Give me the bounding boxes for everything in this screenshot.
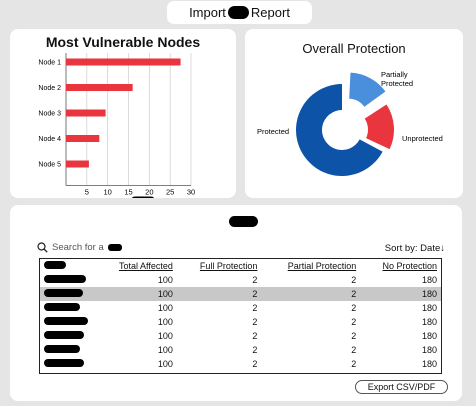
node-name-cell	[40, 315, 97, 329]
cell-partial: 2	[261, 287, 361, 301]
node-name-cell	[40, 357, 97, 371]
column-header-name[interactable]	[40, 259, 97, 273]
node-name-cell	[40, 287, 97, 301]
search-icon	[37, 242, 48, 253]
redacted-text	[44, 359, 84, 367]
y-tick-label: Node 2	[38, 85, 61, 92]
cell-partial: 2	[351, 331, 357, 341]
redacted-text	[44, 289, 83, 297]
redacted-text	[131, 196, 155, 205]
nodes-table: Total Affected Full Protection Partial Pro…	[39, 258, 442, 374]
slice-label: Partially Protected	[381, 70, 413, 88]
slice-label: Unprotected	[402, 134, 443, 143]
cell-partial: 2	[351, 275, 357, 285]
redacted-text	[44, 261, 66, 269]
cell-full: 2	[252, 275, 258, 285]
bar	[66, 84, 133, 91]
column-header[interactable]: No Protection	[382, 261, 437, 271]
cell-full: 2	[252, 345, 258, 355]
node-name-cell	[40, 301, 97, 315]
cell-affected: 100	[157, 303, 173, 313]
cell-partial: 2	[351, 359, 357, 369]
cell-none: 180	[421, 331, 437, 341]
x-tick-label: 15	[124, 188, 132, 197]
node-name-cell	[40, 273, 97, 287]
x-tick-label: 25	[166, 188, 174, 197]
search-placeholder: Search for a	[52, 242, 104, 253]
bar	[66, 109, 106, 117]
column-header[interactable]: Total Affected	[118, 261, 173, 271]
import-label: Import	[189, 5, 226, 20]
y-tick-label: Node 1	[38, 60, 61, 67]
nodes-table-card: Search for a Sort by: Date↓ Total Affect…	[10, 205, 462, 401]
table-row[interactable]: 100 2 2 180	[40, 315, 441, 329]
report-label: Report	[250, 5, 290, 20]
redacted-text	[107, 244, 122, 251]
cell-full: 2	[252, 317, 258, 327]
table-row[interactable]: 100 2 2 180	[40, 329, 441, 343]
sort-dropdown[interactable]: Sort by: Date↓	[384, 243, 445, 254]
pie-slice	[364, 104, 394, 150]
cell-none: 180	[360, 287, 441, 301]
cell-none: 180	[421, 275, 437, 285]
search-box[interactable]: Search for a	[37, 242, 122, 253]
cell-none: 180	[421, 345, 437, 355]
redacted-text	[227, 6, 249, 19]
cell-partial: 2	[351, 303, 357, 313]
x-tick-label: 30	[187, 188, 195, 197]
redacted-text	[44, 317, 88, 325]
table-row[interactable]: 100 2 2 180	[40, 273, 441, 287]
pie-slice	[349, 72, 386, 107]
node-name-cell	[40, 329, 97, 343]
cell-affected: 100	[157, 331, 173, 341]
cell-none: 180	[421, 303, 437, 313]
table-row[interactable]: 100 2 2 180	[40, 343, 441, 357]
x-tick-label: 5	[85, 188, 89, 197]
column-header[interactable]: Partial Protection	[287, 261, 357, 271]
cell-affected: 100	[97, 287, 177, 301]
table-row[interactable]: 100 2 2 180	[40, 357, 441, 371]
bar	[66, 160, 89, 168]
bar	[66, 135, 100, 142]
y-tick-label: Node 5	[38, 162, 61, 169]
table-header-row: Total Affected Full Protection Partial Pro…	[40, 259, 441, 273]
column-header[interactable]: Full Protection	[199, 261, 258, 271]
cell-affected: 100	[157, 275, 173, 285]
cell-affected: 100	[157, 359, 173, 369]
overall-protection-title: Overall Protection	[302, 41, 406, 56]
cell-full: 2	[252, 331, 258, 341]
cell-full: 2	[176, 287, 262, 301]
cell-full: 2	[252, 303, 258, 313]
cell-affected: 100	[157, 345, 173, 355]
redacted-text	[44, 275, 86, 283]
table-row[interactable]: 100 2 2 180	[40, 301, 441, 315]
vulnerable-nodes-card: Most Vulnerable Nodes 5 10 15 20 25 30 Node 1 N…	[10, 29, 236, 206]
import-report-button[interactable]: Import Report	[167, 1, 312, 24]
x-tick-label: 10	[103, 188, 111, 197]
cell-partial: 2	[351, 317, 357, 327]
slice-label: Protected	[257, 127, 289, 136]
cell-none: 180	[421, 317, 437, 327]
vulnerable-nodes-chart: 5 10 15 20 25 30 Node 1 Node 2 Node 3 Node 4 Node …	[38, 53, 195, 206]
y-tick-label: Node 3	[38, 111, 61, 118]
redacted-text	[44, 345, 80, 353]
cell-none: 180	[421, 359, 437, 369]
bar	[66, 58, 181, 66]
x-tick-label: 20	[145, 188, 153, 197]
table-row[interactable]: 100 2 2 180	[40, 287, 441, 301]
y-tick-label: Node 4	[38, 136, 61, 143]
cell-partial: 2	[351, 345, 357, 355]
redacted-text	[44, 303, 80, 311]
cell-full: 2	[252, 359, 258, 369]
x-axis-label: Unprotected	[87, 197, 128, 199]
node-name-cell	[40, 343, 97, 357]
export-csv-pdf-button[interactable]: Export CSV/PDF	[355, 380, 448, 394]
redacted-title	[229, 216, 258, 227]
overall-protection-card: Overall Protection Protected Partially Pro…	[245, 29, 463, 198]
overall-protection-chart: Protected Partially Protected Unprotected	[257, 70, 443, 176]
redacted-text	[44, 331, 84, 339]
vulnerable-nodes-title: Most Vulnerable Nodes	[45, 34, 201, 50]
cell-affected: 100	[157, 317, 173, 327]
pie-slice	[296, 84, 383, 176]
